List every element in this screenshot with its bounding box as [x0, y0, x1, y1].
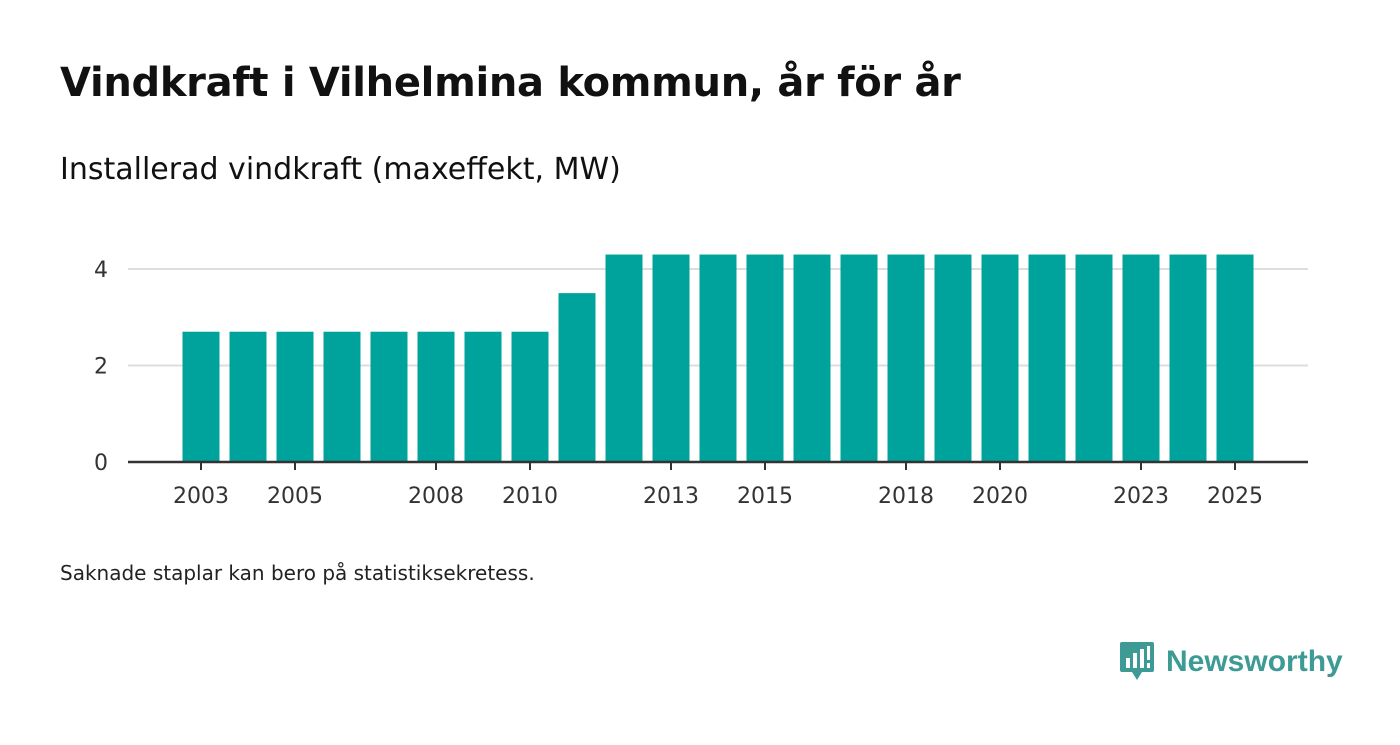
bar-2004 — [229, 331, 267, 462]
bar-2013 — [652, 254, 690, 462]
bar-2003 — [182, 331, 220, 462]
bar-2022 — [1075, 254, 1113, 462]
bar-2007 — [370, 331, 408, 462]
brand-name: Newsworthy — [1166, 645, 1343, 678]
bar-2015 — [746, 254, 784, 462]
x-tick-label: 2020 — [972, 484, 1028, 509]
x-tick-label: 2025 — [1207, 484, 1263, 509]
bar-2016 — [793, 254, 831, 462]
y-tick-label: 4 — [94, 258, 108, 283]
brand[interactable]: Newsworthy — [1118, 640, 1343, 684]
bar-series — [182, 254, 1254, 462]
x-tick-label: 2003 — [173, 484, 229, 509]
bar-2014 — [699, 254, 737, 462]
bar-2006 — [323, 331, 361, 462]
x-tick-label: 2010 — [502, 484, 558, 509]
axes: 0 2 4 2003 2005 2008 2010 2013 2015 2018 2020 2023 2… — [94, 258, 1308, 509]
y-tick-label: 2 — [94, 355, 108, 380]
bar-2018 — [887, 254, 925, 462]
x-tick-label: 2018 — [878, 484, 934, 509]
footnote: Saknade staplar kan bero på statistiksek… — [60, 561, 535, 585]
bar-2017 — [840, 254, 878, 462]
bar-2019 — [934, 254, 972, 462]
bar-2025 — [1216, 254, 1254, 462]
bar-2023 — [1122, 254, 1160, 462]
chart-title: Vindkraft i Vilhelmina kommun, år för år — [60, 60, 961, 106]
bar-2012 — [605, 254, 643, 462]
bar-2005 — [276, 331, 314, 462]
bar-2024 — [1169, 254, 1207, 462]
x-tick-label: 2023 — [1113, 484, 1169, 509]
bar-2009 — [464, 331, 502, 462]
x-tick-label: 2015 — [737, 484, 793, 509]
bar-2008 — [417, 331, 455, 462]
bar-2021 — [1028, 254, 1066, 462]
bar-2010 — [511, 331, 549, 462]
newsworthy-logo-icon — [1120, 642, 1154, 680]
x-tick-label: 2013 — [643, 484, 699, 509]
chart-subtitle: Installerad vindkraft (maxeffekt, MW) — [60, 152, 621, 187]
bar-2020 — [981, 254, 1019, 462]
x-tick-label: 2008 — [408, 484, 464, 509]
y-tick-label: 0 — [94, 451, 108, 476]
x-tick-label: 2005 — [267, 484, 323, 509]
bar-2011 — [558, 293, 596, 462]
